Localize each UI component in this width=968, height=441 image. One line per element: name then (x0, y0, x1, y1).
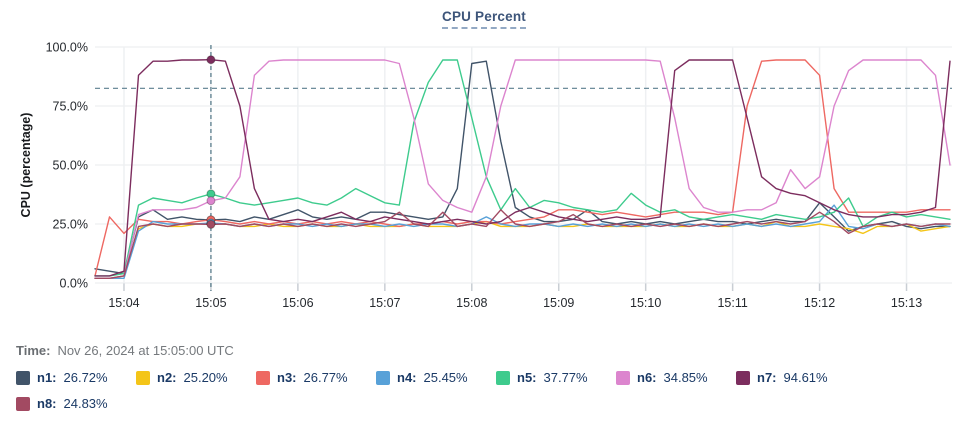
y-tick-label: 50.0% (53, 159, 88, 173)
legend-item-n4[interactable]: n4: 25.45% (376, 370, 496, 385)
chart-title: CPU Percent (442, 9, 526, 29)
x-tick-label: 15:08 (456, 296, 487, 310)
crosshair-dot-n8 (206, 219, 216, 229)
x-tick-label: 15:07 (369, 296, 400, 310)
legend-series-value: 37.77% (543, 370, 588, 385)
legend-item-n1[interactable]: n1: 26.72% (16, 370, 136, 385)
x-tick-label: 15:04 (108, 296, 139, 310)
time-label: Time: (16, 343, 51, 358)
y-tick-label: 75.0% (53, 100, 88, 114)
legend-series-value: 34.85% (663, 370, 708, 385)
series-line-n7 (94, 59, 951, 277)
time-readout: Time: Nov 26, 2024 at 15:05:00 UTC (16, 343, 234, 358)
legend-swatch-n6 (616, 370, 630, 385)
x-tick-label: 15:10 (630, 296, 661, 310)
chart-legend: n1: 26.72% n2: 25.20% n3: 26.77% n4: 25.45% n5: 3… (16, 370, 916, 411)
legend-item-n2[interactable]: n2: 25.20% (136, 370, 256, 385)
series-line-n3 (94, 59, 951, 277)
legend-item-n3[interactable]: n3: 26.77% (256, 370, 376, 385)
crosshair-dot-n7 (206, 55, 216, 65)
legend-swatch-n5 (496, 370, 510, 385)
crosshair-dot-n6 (206, 196, 216, 206)
legend-item-n5[interactable]: n5: 37.77% (496, 370, 616, 385)
legend-series-name: n6: (637, 370, 657, 385)
legend-series-value: 24.83% (63, 396, 108, 411)
legend-series-value: 94.61% (783, 370, 828, 385)
legend-swatch-n1 (16, 370, 30, 385)
legend-swatch-n3 (256, 370, 270, 385)
series-line-n6 (94, 59, 951, 279)
x-tick-label: 15:05 (195, 296, 226, 310)
y-tick-label: 25.0% (53, 218, 88, 232)
legend-swatch-n4 (376, 370, 390, 385)
series-line-n8 (94, 209, 951, 279)
legend-item-n7[interactable]: n7: 94.61% (736, 370, 856, 385)
y-axis-label: CPU (percentage) (19, 113, 33, 218)
time-value: Nov 26, 2024 at 15:05:00 UTC (57, 343, 234, 358)
legend-series-value: 26.72% (63, 370, 108, 385)
series-line-n5 (94, 59, 951, 277)
x-tick-label: 15:06 (282, 296, 313, 310)
legend-series-name: n5: (517, 370, 537, 385)
legend-series-name: n2: (157, 370, 177, 385)
y-tick-label: 0.0% (60, 277, 89, 291)
x-tick-label: 15:12 (804, 296, 835, 310)
legend-swatch-n7 (736, 370, 750, 385)
legend-series-name: n8: (37, 396, 57, 411)
cpu-chart: 100.0% 75.0% 50.0% 25.0% 0.0% 15:04 15:05 15:06… (19, 41, 952, 310)
legend-swatch-n2 (136, 370, 150, 385)
legend-series-value: 25.20% (183, 370, 228, 385)
legend-item-n6[interactable]: n6: 34.85% (616, 370, 736, 385)
legend-swatch-n8 (16, 396, 30, 411)
legend-item-n8[interactable]: n8: 24.83% (16, 396, 136, 411)
x-tick-label: 15:09 (543, 296, 574, 310)
legend-series-name: n4: (397, 370, 417, 385)
chart-plot-area[interactable] (95, 47, 950, 283)
legend-series-name: n3: (277, 370, 297, 385)
legend-series-name: n1: (37, 370, 57, 385)
x-tick-label: 15:11 (717, 296, 747, 310)
x-tick-label: 15:13 (891, 296, 922, 310)
legend-series-value: 25.45% (423, 370, 468, 385)
y-tick-label: 100.0% (46, 41, 88, 55)
chart-title-row: CPU Percent (0, 8, 968, 29)
legend-series-value: 26.77% (303, 370, 348, 385)
legend-series-name: n7: (757, 370, 777, 385)
